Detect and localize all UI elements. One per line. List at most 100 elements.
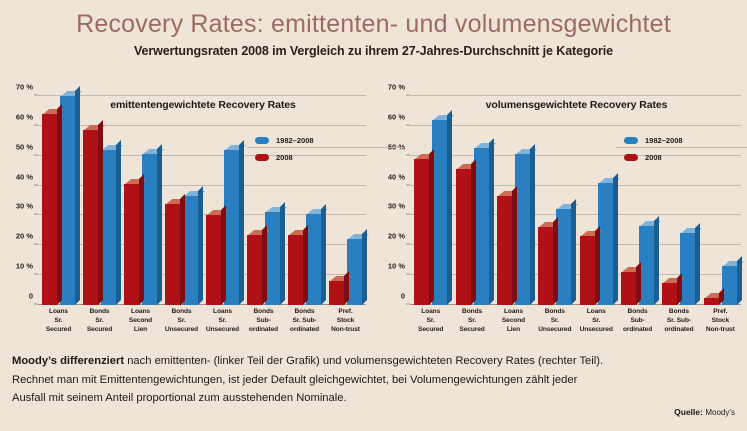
x-axis-label: Bonds Sub-ordinated <box>622 308 653 334</box>
footer-bold-lead: Moody’s differenziert <box>12 355 125 367</box>
y-axis-tick-label: 60 % <box>387 112 405 122</box>
bar-group <box>617 96 662 305</box>
bar-front-face <box>60 96 75 305</box>
bar-side-face <box>303 224 308 305</box>
bar-side-face <box>429 148 435 305</box>
x-axis-label: Bonds Sr. Unsecured <box>538 308 572 334</box>
gridline <box>38 304 366 305</box>
bar-red <box>42 103 65 305</box>
bar-group <box>202 96 247 305</box>
bar-front-face <box>621 272 637 305</box>
bar-series-right <box>410 96 744 305</box>
x-axis-label: Loans Sr. Unsecured <box>205 308 240 334</box>
y-axis-tick <box>34 243 38 245</box>
bar-group <box>161 96 206 305</box>
bar-front-face <box>206 215 221 305</box>
y-axis-tick-label: 0 <box>28 291 33 301</box>
x-axis-label: Pref. Stock Non-trust <box>331 308 360 334</box>
legend-swatch-red-icon <box>255 154 269 161</box>
plot-area-right: 0 10 % 20 % 30 % 40 % 50 % 60 % 70 % <box>388 83 744 305</box>
bar-blue <box>721 256 744 305</box>
bar-side-face <box>98 120 103 305</box>
y-axis-tick <box>34 213 38 215</box>
bar-front-face <box>496 196 512 305</box>
bar-front-face <box>579 236 595 305</box>
bar-blue <box>432 109 455 305</box>
bar-front-face <box>288 234 303 305</box>
footer-text: Moody’s differenziert nach emittenten- (… <box>12 352 735 417</box>
bar-side-face <box>529 144 535 305</box>
bar-front-face <box>347 239 362 305</box>
bar-side-face <box>571 199 577 305</box>
footer-line-1: Moody’s differenziert nach emittenten- (… <box>12 352 735 371</box>
bar-red <box>165 193 188 305</box>
bar-group <box>79 96 124 305</box>
bar-side-face <box>488 138 494 305</box>
y-axis-tick-label: 20 % <box>15 231 33 241</box>
bar-blue <box>514 144 538 305</box>
legend-item-1982-2008: 1982–2008 <box>247 136 404 148</box>
bar-front-face <box>265 212 280 305</box>
bar-blue <box>680 223 703 305</box>
bar-red <box>579 226 602 305</box>
y-axis-tick <box>34 94 38 96</box>
bar-red <box>662 272 685 305</box>
footer-line-2: Rechnet man mit Emittentengewichtungen, … <box>12 373 578 386</box>
x-axis-label: Bonds Sr. Secured <box>86 308 113 334</box>
bar-blue <box>183 186 206 305</box>
bar-blue <box>60 86 83 305</box>
y-axis-tick <box>34 124 38 126</box>
y-axis-tick-label: 50 % <box>15 142 33 152</box>
legend-swatch-red-icon <box>624 154 638 161</box>
gridline <box>410 124 741 126</box>
y-axis-tick-label: 70 % <box>15 82 33 92</box>
bar-front-face <box>703 297 719 305</box>
gridline <box>38 95 366 96</box>
y-axis-tick <box>406 184 410 186</box>
bar-side-face <box>57 103 62 305</box>
bar-front-face <box>514 154 530 305</box>
legend-divider <box>247 147 404 148</box>
bar-red <box>329 271 352 305</box>
bar-group <box>493 96 538 305</box>
bar-front-face <box>455 169 471 305</box>
y-axis-tick <box>406 94 410 96</box>
bar-group <box>658 96 703 305</box>
bar-front-face <box>556 209 572 305</box>
bar-side-face <box>116 139 121 305</box>
bar-group <box>284 96 329 305</box>
gridline <box>410 95 741 96</box>
bar-side-face <box>139 174 144 305</box>
bar-blue <box>265 202 288 305</box>
page-title: Recovery Rates: emittenten- und volumens… <box>76 10 671 38</box>
legend-right: 1982–2008 2008 <box>616 136 747 170</box>
bar-front-face <box>306 213 321 305</box>
y-axis-tick-label: 30 % <box>387 201 405 211</box>
legend-swatch-blue-icon <box>255 137 269 144</box>
x-axis-label: Bonds Sub-ordinated <box>248 308 279 334</box>
x-axis-label: Bonds Sr. Secured <box>459 308 485 334</box>
y-axis-tick <box>406 273 410 275</box>
chart-title-right: volumensgewichtete Recovery Rates <box>485 99 668 111</box>
bar-front-face <box>142 154 157 305</box>
bar-side-face <box>470 159 476 305</box>
y-axis-tick-label: 30 % <box>15 201 33 211</box>
bar-blue <box>473 138 496 305</box>
x-axis-labels-left: Loans Sr. Secured Bonds Sr. Secured Loans Secon… <box>38 307 366 334</box>
charts-container: emittentengewichtete Recovery Rates 0 10 … <box>0 82 747 344</box>
bar-side-face <box>344 271 349 305</box>
bar-front-face <box>83 130 98 305</box>
bar-red <box>455 159 478 305</box>
x-axis-label: Bonds Sr. Unsecured <box>164 308 199 334</box>
y-axis-tick-label: 20 % <box>387 231 405 241</box>
bar-side-face <box>654 215 660 305</box>
gridline <box>38 124 366 126</box>
bar-side-face <box>198 186 203 305</box>
gridline <box>410 304 741 305</box>
bar-red <box>206 205 229 305</box>
legend-item-2008: 2008 <box>255 153 314 162</box>
bar-side-face <box>447 109 453 305</box>
bar-front-face <box>101 149 116 305</box>
bar-side-face <box>321 203 326 305</box>
bar-blue <box>597 172 620 305</box>
